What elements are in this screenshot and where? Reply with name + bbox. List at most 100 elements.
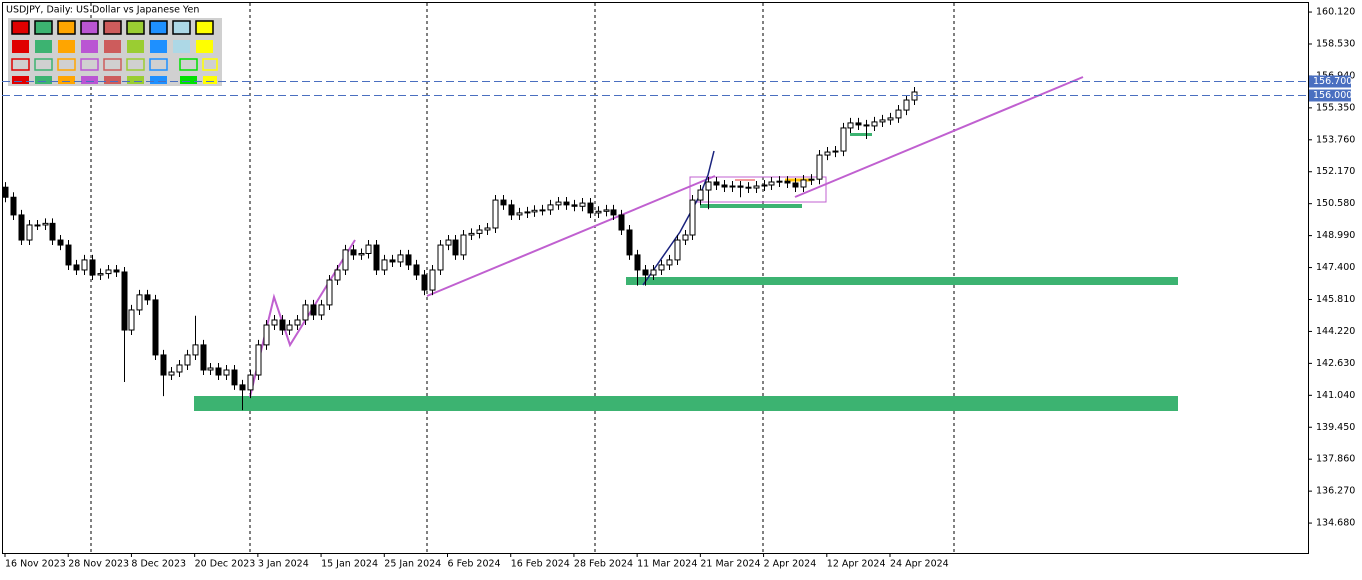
candle-body [634, 254, 641, 271]
swatch[interactable] [104, 76, 121, 84]
range-box [689, 176, 827, 203]
candle-body [294, 319, 301, 326]
candle-body [721, 184, 728, 188]
candle-body [176, 364, 183, 373]
swatch[interactable] [126, 58, 145, 71]
x-tick-label: 3 Jan 2024 [258, 559, 309, 570]
candle-body [911, 91, 918, 101]
swatch[interactable] [57, 20, 76, 35]
swatch[interactable] [81, 76, 98, 84]
swatch[interactable] [149, 20, 168, 35]
swatch[interactable] [172, 20, 191, 35]
candle-body [373, 244, 380, 271]
swatch[interactable] [80, 58, 99, 71]
candle-body [903, 99, 910, 111]
x-tick-label: 16 Feb 2024 [511, 559, 570, 570]
x-tick-label: 12 Apr 2024 [827, 559, 886, 570]
candle-body [468, 232, 475, 236]
y-tick-label: 160.120 [1316, 7, 1355, 18]
candle-body [840, 127, 847, 152]
swatch[interactable] [104, 40, 121, 53]
candle-body [871, 121, 878, 127]
support-zone [626, 277, 1178, 285]
candle-body [579, 202, 586, 207]
candle-body [476, 229, 483, 234]
swatch[interactable] [180, 76, 197, 84]
candle-body [452, 239, 459, 256]
candle-body [34, 224, 41, 227]
candle-body [524, 211, 531, 214]
candle-body [413, 264, 420, 276]
swatch[interactable] [196, 40, 213, 53]
swatch[interactable] [35, 76, 52, 84]
candle-body [105, 269, 112, 275]
swatch[interactable] [150, 76, 167, 84]
swatch[interactable] [103, 20, 122, 35]
candle-body [429, 269, 436, 291]
candle-body [223, 369, 230, 376]
swatch[interactable] [149, 58, 168, 71]
candle-body [184, 354, 191, 366]
swatch[interactable] [58, 40, 75, 53]
swatch[interactable] [57, 58, 76, 71]
swatch[interactable] [103, 58, 122, 71]
candle-body [571, 204, 578, 207]
candle-body [729, 185, 736, 188]
swatch[interactable] [126, 20, 145, 35]
candle-body [626, 229, 633, 256]
swatch[interactable] [34, 58, 53, 71]
swatch[interactable] [34, 20, 53, 35]
swatch[interactable] [179, 58, 198, 71]
candle-body [816, 154, 823, 180]
candle-body [381, 259, 388, 271]
candle-body [231, 369, 238, 386]
swatch[interactable] [173, 40, 190, 53]
swatch[interactable] [195, 20, 214, 35]
candle-body [895, 109, 902, 119]
swatch[interactable] [80, 20, 99, 35]
candle-body [555, 201, 562, 206]
drawings [194, 76, 1178, 411]
plot-frame [2, 2, 1309, 554]
swatch[interactable] [11, 58, 30, 71]
candle-body [745, 186, 752, 189]
candle-body [200, 344, 207, 371]
candle-body [10, 196, 17, 216]
swatch[interactable] [12, 40, 29, 53]
swatch[interactable] [81, 40, 98, 53]
candle-body [539, 209, 546, 212]
candle-body [824, 151, 831, 156]
candle-body [397, 254, 404, 263]
candle-body [516, 212, 523, 216]
swatch[interactable] [35, 40, 52, 53]
candle-body [113, 269, 120, 273]
x-tick-label: 2 Apr 2024 [764, 559, 817, 570]
candle-body [286, 324, 293, 331]
candle-body [26, 224, 33, 241]
swatch[interactable] [127, 40, 144, 53]
candle-body [365, 244, 372, 254]
swatch[interactable] [127, 76, 144, 84]
swatch[interactable] [150, 40, 167, 53]
swatch[interactable] [202, 58, 218, 71]
candle-body [563, 201, 570, 206]
swatch[interactable] [11, 20, 30, 35]
swatch[interactable] [58, 76, 75, 84]
candle-body [674, 239, 681, 261]
candle-body [800, 179, 807, 188]
candle-body [437, 244, 444, 271]
support-zone [194, 396, 1178, 411]
candle-body [508, 204, 515, 216]
swatch[interactable] [203, 76, 217, 84]
candle-body [776, 180, 783, 183]
swatch[interactable] [12, 76, 29, 84]
candle-body [658, 264, 665, 271]
candle-body [263, 324, 270, 346]
candle-body [682, 234, 689, 241]
candle-body [603, 209, 610, 212]
candle-body [531, 209, 538, 213]
candle-body [97, 273, 104, 276]
x-tick-label: 6 Feb 2024 [448, 559, 501, 570]
candle-body [310, 304, 317, 316]
y-tick-label: 144.220 [1316, 326, 1355, 337]
